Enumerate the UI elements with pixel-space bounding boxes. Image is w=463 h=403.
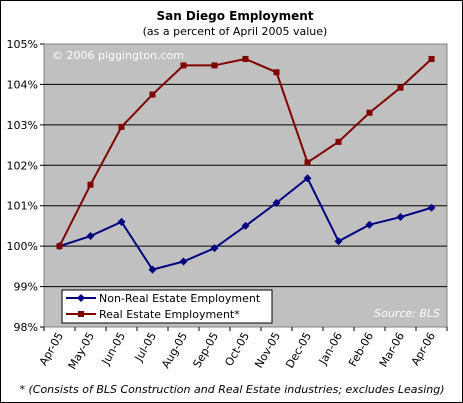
data-point	[428, 55, 435, 62]
y-tick-label: 102%	[7, 159, 38, 172]
data-point	[241, 221, 250, 230]
y-tick-label: 103%	[7, 119, 38, 132]
legend-label-non-real-estate: Non-Real Estate Employment	[99, 292, 261, 305]
y-tick-label: 104%	[7, 78, 38, 91]
y-tick-label: 99%	[14, 281, 38, 294]
legend-marker-real-estate	[78, 311, 84, 317]
data-point	[335, 138, 342, 145]
x-tick-label: Aug-05	[159, 330, 190, 371]
data-point	[334, 237, 343, 246]
legend-label-real-estate: Real Estate Employment*	[99, 308, 240, 321]
x-tick-label: Sep-05	[190, 330, 221, 370]
x-tick-label: Nov-05	[252, 330, 283, 370]
data-point	[211, 62, 218, 69]
y-tick-label: 98%	[14, 321, 38, 334]
legend-marker-non-real-estate	[77, 294, 85, 302]
data-point	[397, 84, 404, 91]
data-point	[304, 159, 311, 166]
x-tick-label: Oct-05	[222, 330, 252, 369]
data-point	[149, 91, 156, 98]
data-point	[117, 217, 126, 226]
data-point	[303, 174, 312, 183]
chart-subtitle: (as a percent of April 2005 value)	[143, 25, 328, 38]
data-point	[366, 109, 373, 116]
data-point	[272, 198, 281, 207]
data-point	[86, 232, 95, 241]
data-point	[56, 243, 63, 250]
plot-area	[43, 43, 448, 328]
gridlines	[44, 83, 447, 288]
data-point	[180, 62, 187, 69]
x-tick-label: Apr-06	[409, 330, 438, 368]
data-point	[87, 181, 94, 188]
x-tick-label: Mar-06	[377, 330, 407, 369]
data-point	[210, 244, 219, 253]
x-tick-label: Apr-05	[37, 330, 66, 368]
data-point	[148, 265, 157, 274]
y-tick-label: 105%	[7, 38, 38, 51]
data-point	[365, 220, 374, 229]
y-tick-label: 100%	[7, 240, 38, 253]
data-point	[179, 257, 188, 266]
x-tick-label: Dec-05	[283, 330, 314, 371]
legend: Non-Real Estate Employment Real Estate E…	[61, 289, 273, 324]
chart-title: San Diego Employment	[156, 9, 313, 23]
x-tick-label: May-05	[66, 330, 98, 372]
data-point	[242, 55, 249, 62]
footnote: * (Consists of BLS Construction and Real…	[19, 383, 444, 396]
data-point	[273, 69, 280, 76]
data-point	[118, 123, 125, 130]
data-point	[396, 213, 405, 222]
data-point	[427, 203, 436, 212]
x-tick-label: Feb-06	[346, 330, 376, 369]
x-tick-label: Jan-06	[316, 330, 345, 368]
x-tick-label: Jun-05	[99, 330, 128, 368]
watermark: © 2006 piggington.com	[52, 49, 184, 62]
legend-box	[61, 289, 273, 324]
x-tick-label: Jul-05	[132, 330, 159, 364]
y-tick-label: 101%	[7, 200, 38, 213]
series-group	[55, 55, 436, 274]
x-axis-ticks: Apr-05 May-05 Jun-05 Jul-05 Aug-05 Sep-05 Oct-…	[37, 327, 448, 372]
source-note: Source: BLS	[374, 307, 440, 320]
y-axis-ticks: 98% 99% 100% 101% 102% 103% 104% 105%	[7, 38, 44, 334]
